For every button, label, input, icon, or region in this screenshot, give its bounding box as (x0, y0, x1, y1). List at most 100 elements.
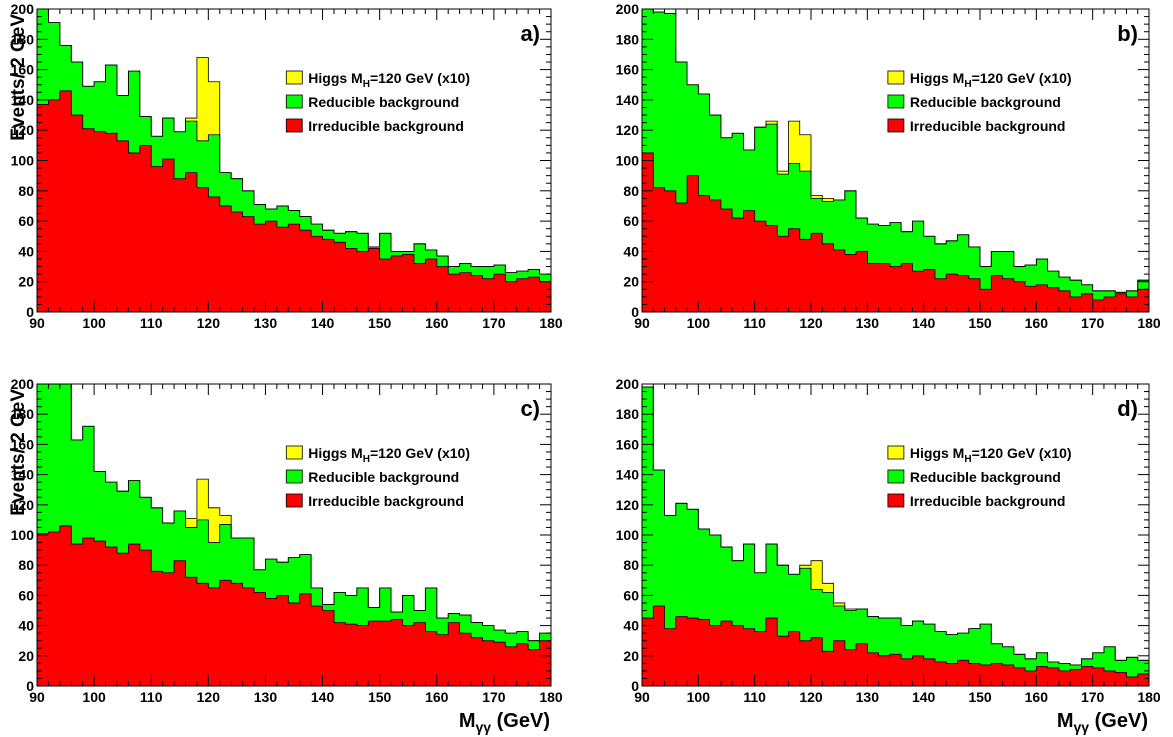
x-tick-label: 150 (368, 315, 392, 331)
histogram-bar (777, 636, 789, 686)
histogram-bar (957, 234, 970, 312)
legend: Higgs MH=120 GeV (x10) Reducible backgrou… (285, 445, 470, 509)
x-tick-label: 140 (912, 315, 936, 331)
histogram-bar (162, 158, 175, 312)
histogram-bar (765, 618, 778, 686)
histogram-bar (1070, 280, 1082, 312)
histogram-bar (1013, 667, 1026, 686)
histogram-bar (720, 621, 733, 686)
y-tick-label: 180 (616, 406, 640, 422)
histogram-bar (379, 621, 392, 686)
histogram-bar (539, 281, 551, 312)
legend-label-irreducible: Irreducible background (308, 493, 464, 509)
histogram-bar (436, 634, 449, 686)
x-tick-label: 170 (1081, 315, 1105, 331)
histogram-bar (493, 642, 506, 686)
x-tick-label: 130 (254, 315, 278, 331)
histogram-bar (889, 266, 902, 312)
histogram-bar (265, 221, 278, 312)
y-tick-label: 100 (616, 527, 640, 543)
histogram-bar (1092, 299, 1105, 312)
legend-swatch-irreducible (887, 493, 905, 508)
series-irreducible (642, 605, 1149, 686)
y-tick-label: 200 (616, 1, 640, 17)
histogram-bar (208, 587, 221, 686)
histogram-bar (459, 272, 472, 312)
y-tick-label: 0 (26, 678, 34, 694)
histogram-bar (151, 166, 164, 312)
histogram-bar (71, 544, 84, 686)
y-tick-label: 0 (631, 678, 639, 694)
y-tick-label: 120 (616, 122, 640, 138)
histogram-bar (675, 503, 688, 686)
histogram-bar (732, 625, 744, 686)
histogram-bar (980, 664, 992, 686)
x-tick-label: 170 (482, 315, 506, 331)
histogram-bar (754, 631, 767, 686)
histogram-bar (254, 224, 266, 312)
histogram-bar (413, 622, 426, 686)
x-tick-label: 120 (197, 315, 221, 331)
panel-label: a) (520, 21, 540, 46)
histogram-bar (664, 628, 677, 686)
x-tick-label: 140 (311, 315, 335, 331)
y-tick-label: 0 (631, 304, 639, 320)
histogram-bar (698, 528, 710, 686)
legend-swatch-reducible (285, 469, 303, 484)
panel-label: b) (1117, 21, 1138, 46)
histogram-bar (174, 560, 186, 686)
plot-area (37, 9, 551, 312)
y-axis-title: Events/ 2 GeV (8, 389, 29, 516)
series-outline (37, 525, 551, 686)
chart-panel-a: 0 20 40 60 80 100 120 140 160 180 200 90 100 110 120 13… (8, 1, 563, 331)
histogram-bar (1126, 676, 1139, 686)
legend-swatch-higgs (887, 70, 905, 85)
histogram-bar (687, 175, 699, 312)
series-irreducible (642, 152, 1149, 312)
y-tick-label: 20 (18, 274, 34, 290)
x-tick-label: 90 (634, 315, 650, 331)
histogram-bar (968, 278, 981, 312)
histogram-bar (653, 470, 665, 686)
histogram-bar (709, 535, 722, 686)
histogram-bar (934, 278, 947, 312)
histogram-bar (889, 654, 902, 686)
y-tick-label: 40 (623, 243, 639, 259)
histogram-bar (116, 553, 129, 686)
series-outline (37, 384, 551, 686)
histogram-bar (493, 274, 506, 312)
x-tick-label: 160 (425, 315, 449, 331)
x-axis-title: Mγγ (GeV) (1057, 710, 1148, 735)
histogram-bar (322, 610, 335, 686)
series-outline (642, 605, 1149, 686)
histogram-bar (151, 571, 164, 686)
histogram-bar (94, 541, 106, 686)
histogram-bar (242, 216, 255, 312)
legend-label-higgs: Higgs MH=120 GeV (x10) (308, 445, 470, 465)
histogram-bar (968, 628, 981, 686)
histogram-bar (1036, 284, 1048, 312)
series-outline (37, 90, 551, 312)
histogram-bar (105, 133, 118, 312)
histogram-bar (116, 140, 129, 312)
histogram-bar (505, 281, 518, 312)
series-reducible (642, 387, 1149, 686)
histogram-bar (231, 212, 243, 312)
legend: Higgs MH=120 GeV (x10) Reducible backgrou… (887, 70, 1072, 134)
legend-swatch-higgs (887, 445, 905, 460)
histogram-bar (391, 255, 403, 312)
x-tick-label: 100 (687, 315, 711, 331)
x-axis-title: Mγγ (GeV) (459, 710, 550, 735)
histogram-bar (912, 655, 925, 686)
histogram-bar (276, 227, 289, 312)
histogram-bar (162, 572, 175, 686)
histogram-bar (528, 277, 540, 312)
histogram-bar (208, 196, 221, 312)
histogram-bar (356, 251, 369, 312)
histogram-bar (912, 221, 925, 312)
chart-panel-b: 0 20 40 60 80 100 120 140 160 180 200 90 100 110 120 13… (616, 1, 1161, 331)
histogram-bar (1058, 290, 1071, 312)
y-tick-label: 60 (623, 213, 639, 229)
histogram-bar (368, 248, 381, 312)
histogram-bar (991, 663, 1003, 686)
